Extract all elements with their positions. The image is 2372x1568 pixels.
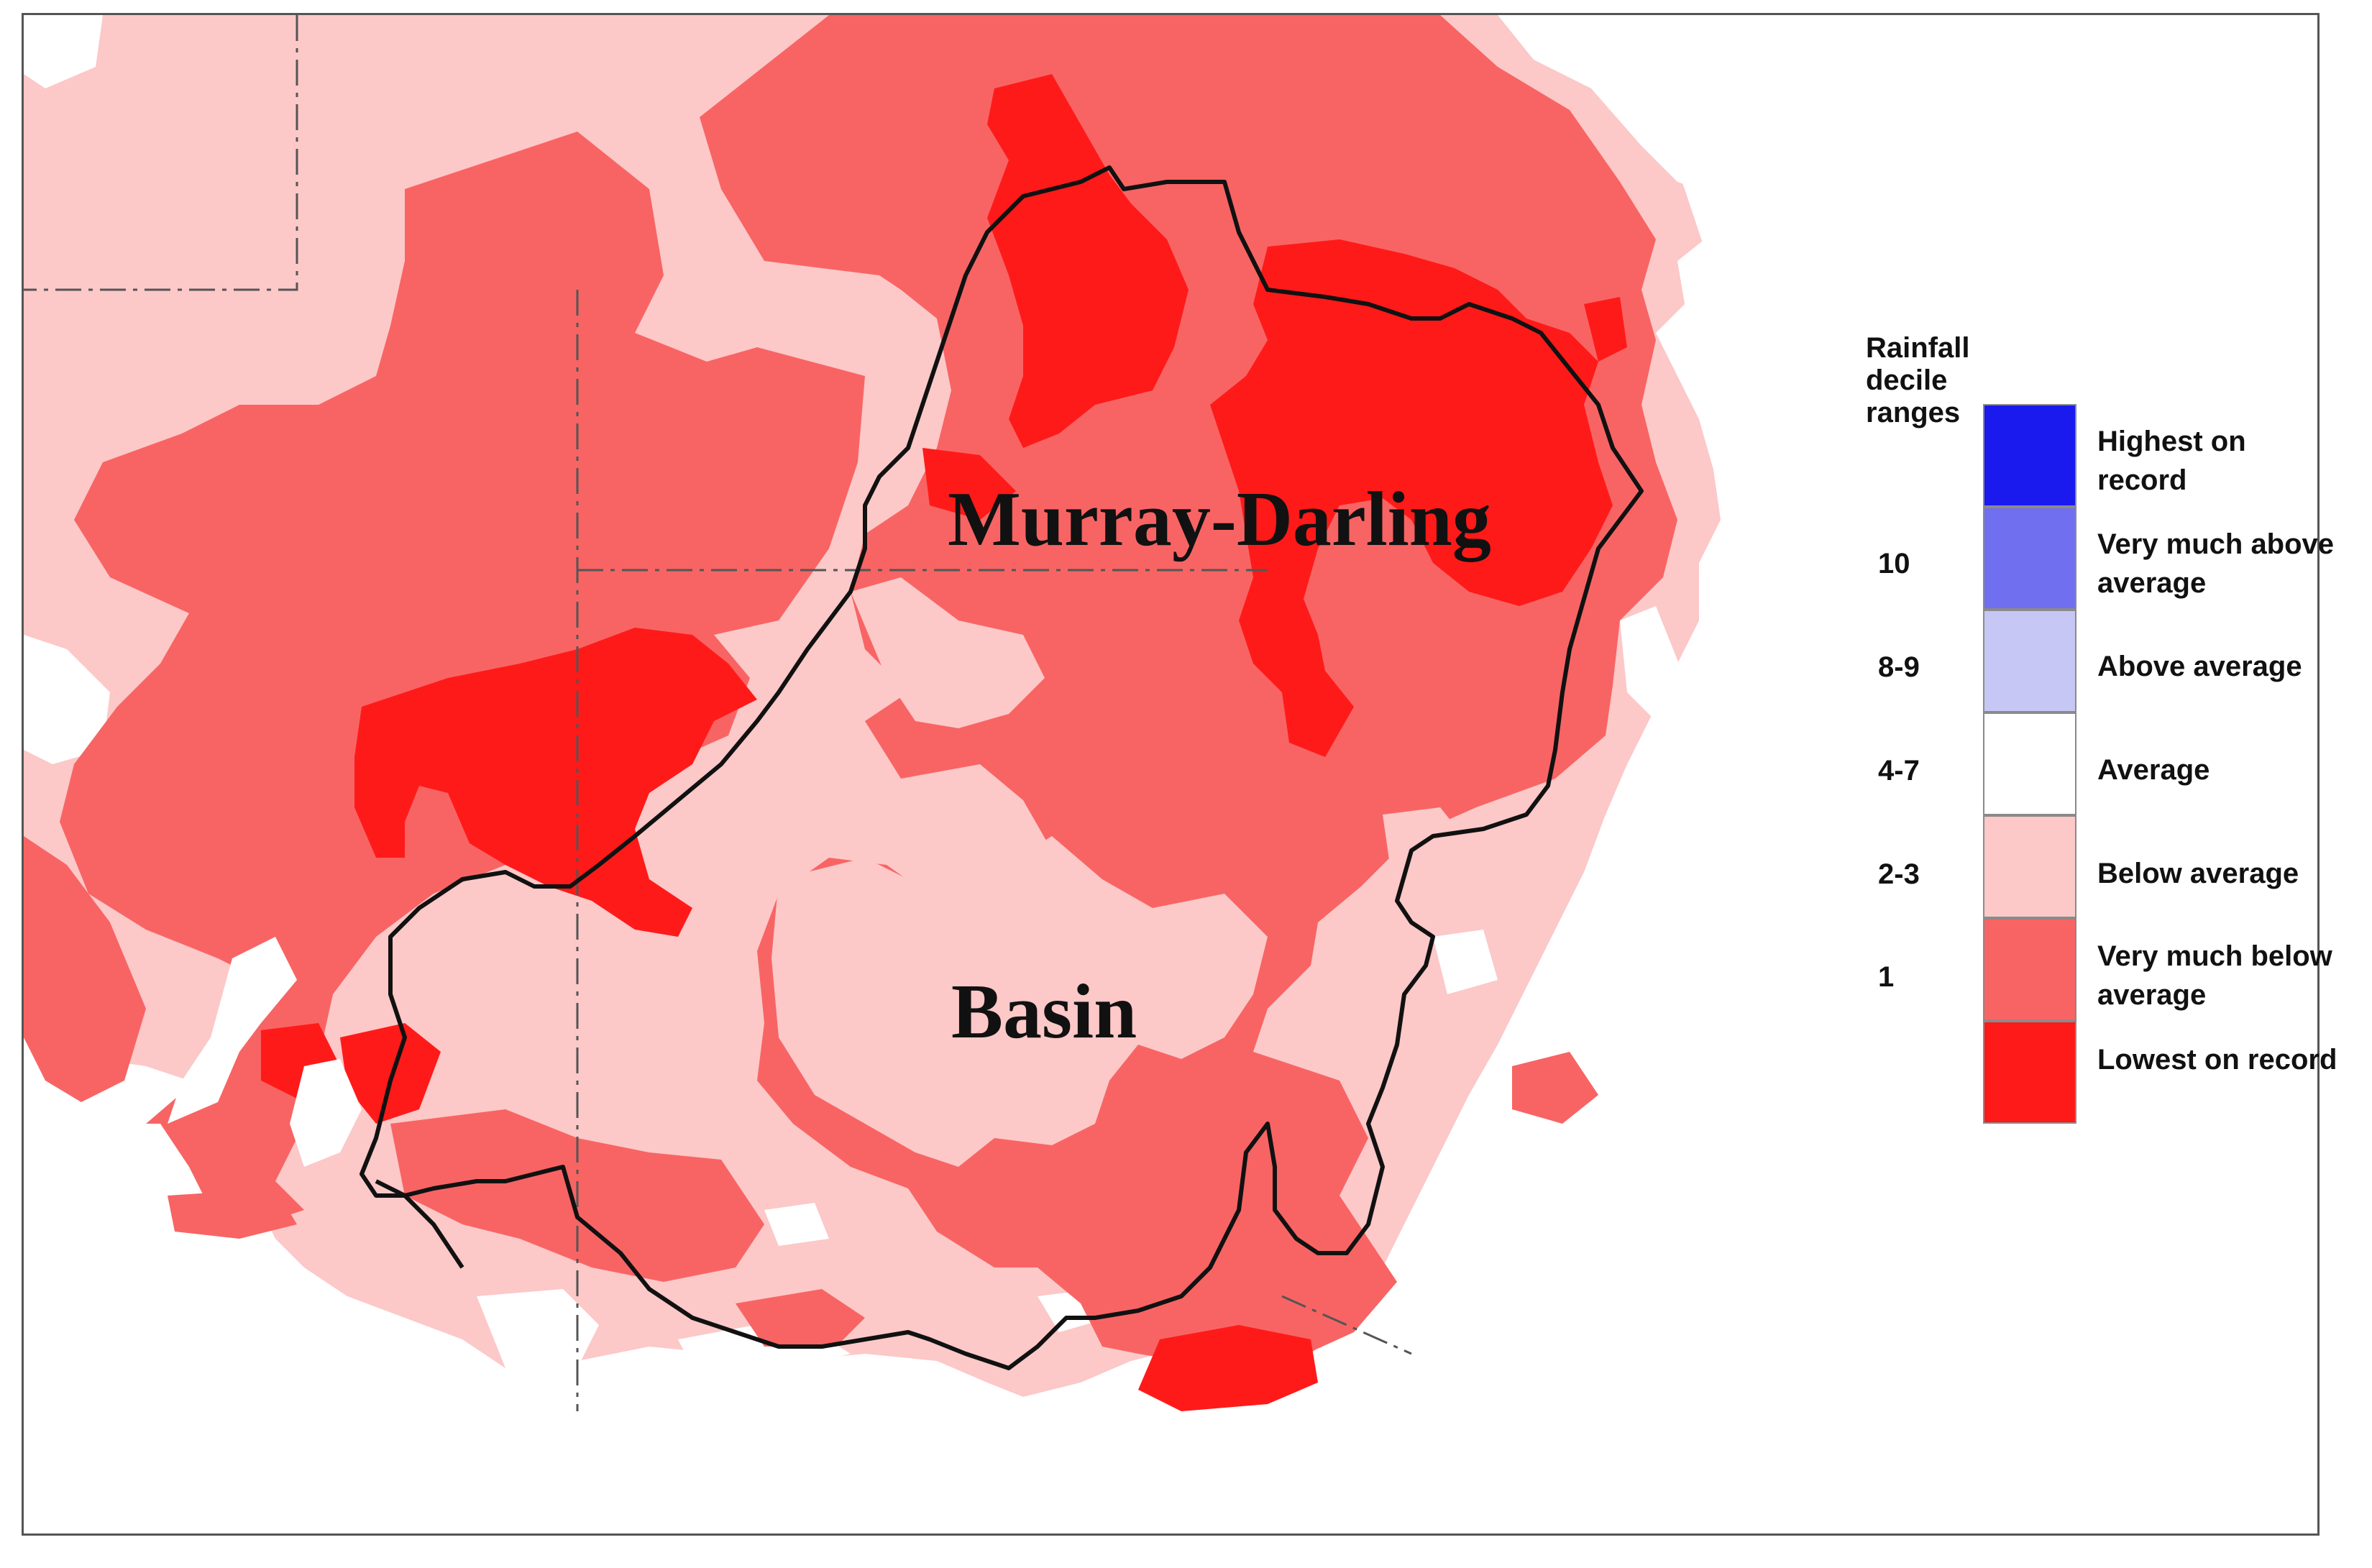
- land-lowest-on-record: [1138, 1325, 1318, 1411]
- legend-swatch-average: [1983, 712, 2076, 815]
- legend-label-highest: Highest on record: [2097, 426, 2246, 496]
- land-average-patch: [764, 1203, 829, 1246]
- basin-label-line2: Basin: [951, 969, 1137, 1055]
- legend-range-4-7: 4-7: [1878, 755, 1920, 787]
- land-below-average-patch: [851, 577, 1045, 728]
- land-average-patch: [24, 15, 103, 88]
- legend-range-2-3: 2-3: [1878, 858, 1920, 890]
- rainfall-map: [24, 15, 2317, 1533]
- land-lowest-on-record: [354, 628, 757, 937]
- land-below-average-patch: [771, 836, 1268, 1167]
- land-very-much-below-average: [1512, 1052, 1598, 1124]
- legend-label-below: Below average: [2097, 858, 2299, 889]
- land-lowest-on-record: [1584, 297, 1627, 362]
- sea-gulf: [290, 1059, 362, 1167]
- land-average-patch: [477, 1289, 599, 1368]
- basin-boundary: [360, 165, 1644, 1370]
- legend-swatch-very-much-below: [1983, 918, 2076, 1021]
- land-below-average-patch: [779, 771, 843, 829]
- land-lowest-on-record: [922, 448, 1016, 520]
- land-below-average-patch: [1109, 951, 1189, 1016]
- legend-label-lowest: Lowest on record: [2097, 1044, 2337, 1076]
- legend-label-very-much-below: Very much below average: [2097, 940, 2332, 1011]
- land-average-patch: [1620, 606, 1685, 721]
- sea-south: [24, 15, 2317, 1533]
- land-lowest-on-record: [987, 74, 1189, 448]
- land-below-average-patch: [887, 793, 966, 858]
- legend-title: Rainfall decile ranges: [1866, 332, 1970, 428]
- land-lowest-on-record: [1210, 239, 1613, 757]
- legend-label-average: Average: [2097, 754, 2210, 786]
- legend-swatch-highest: [1983, 404, 2076, 507]
- state-border: [24, 15, 298, 291]
- legend-label-very-much-above: Very much above average: [2097, 528, 2335, 599]
- land-average-patch: [1433, 930, 1498, 994]
- land-very-much-below-average: [24, 836, 146, 1102]
- legend-swatch-above: [1983, 610, 2076, 712]
- coastline-mouth: [375, 1179, 464, 1269]
- sea-gulf: [168, 937, 297, 1124]
- legend-range-1: 1: [1878, 961, 1895, 993]
- land-below-average-patch: [434, 937, 513, 987]
- legend-swatch-very-much-above: [1983, 507, 2076, 610]
- land-lowest-on-record: [340, 1023, 441, 1124]
- legend-label-above: Above average: [2097, 651, 2302, 682]
- land-very-much-below-average: [736, 1289, 865, 1347]
- legend-range-10: 10: [1878, 548, 1910, 579]
- island: [168, 1188, 297, 1239]
- basin-label-line1: Murray-Darling: [948, 477, 1491, 562]
- legend-swatch-below: [1983, 815, 2076, 918]
- legend-range-8-9: 8-9: [1878, 651, 1920, 683]
- map-frame: Murray-Darling Basin: [22, 13, 2320, 1536]
- land-average-patch: [24, 635, 110, 764]
- legend-swatch-lowest: [1983, 1021, 2076, 1124]
- state-border: [1281, 1295, 1412, 1355]
